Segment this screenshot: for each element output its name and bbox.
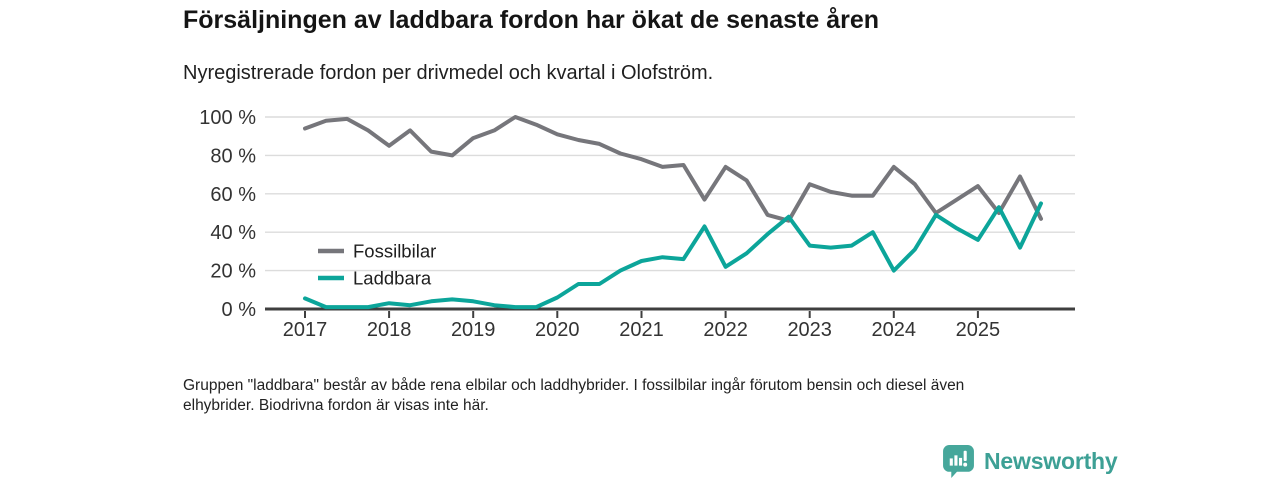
- legend-label-fossilbilar: Fossilbilar: [353, 241, 436, 262]
- y-tick-label: 80 %: [210, 145, 256, 167]
- x-tick-label: 2019: [451, 319, 496, 341]
- newsworthy-logo: Newsworthy: [942, 444, 1118, 479]
- legend-label-laddbara: Laddbara: [353, 268, 432, 289]
- x-tick-label: 2020: [535, 319, 580, 341]
- y-axis: 0 % 20 % 40 % 60 % 80 % 100 %: [199, 107, 1075, 321]
- newsworthy-icon: [943, 445, 974, 478]
- fossilbilar-line: [303, 115, 1043, 223]
- chart-title: Försäljningen av laddbara fordon har öka…: [183, 6, 880, 34]
- y-tick-label: 100 %: [199, 107, 256, 129]
- x-tick-label: 2021: [619, 319, 664, 341]
- x-tick-label: 2025: [956, 319, 1001, 341]
- y-tick-label: 20 %: [210, 261, 256, 283]
- laddbara-line: [303, 201, 1043, 310]
- x-axis: 2017 2018 2019 2020 2021 2022 2023 2024 2025: [283, 311, 1000, 341]
- x-tick-label: 2022: [703, 319, 748, 341]
- y-tick-label: 60 %: [210, 184, 256, 206]
- newsworthy-wordmark: Newsworthy: [984, 448, 1118, 474]
- x-tick-label: 2017: [283, 319, 328, 341]
- x-tick-label: 2018: [367, 319, 412, 341]
- footnote-line-2: elhybrider. Biodrivna fordon är visas in…: [183, 397, 489, 414]
- line-chart: 0 % 20 % 40 % 60 % 80 % 100 % 2017 2018 2019 2020…: [199, 107, 1075, 341]
- x-tick-label: 2023: [787, 319, 832, 341]
- x-tick-label: 2024: [872, 319, 917, 341]
- chart-footnote: Gruppen "laddbara" består av både rena e…: [183, 376, 964, 416]
- y-tick-label: 40 %: [210, 222, 256, 244]
- legend: Fossilbilar Laddbara: [318, 241, 436, 289]
- footnote-line-1: Gruppen "laddbara" består av både rena e…: [183, 377, 965, 394]
- chart-subtitle: Nyregistrerade fordon per drivmedel och …: [183, 62, 714, 84]
- y-tick-label: 0 %: [222, 299, 257, 321]
